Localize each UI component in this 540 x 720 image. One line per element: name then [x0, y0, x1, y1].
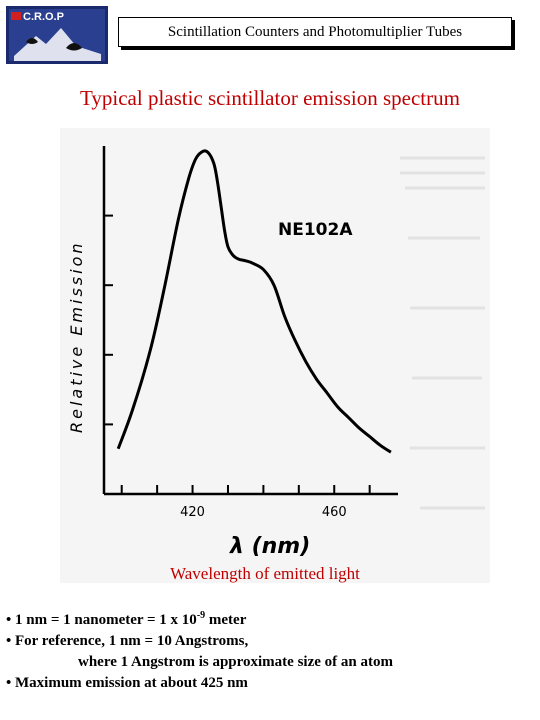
bullet-item-maximum: • Maximum emission at about 425 nm: [6, 675, 248, 691]
x-tick-label: 460: [322, 505, 347, 520]
emission-curve: [116, 149, 392, 454]
bullet-item-angstrom: • For reference, 1 nm = 10 Angstroms,: [6, 633, 249, 649]
bullet-1-exponent: -9: [196, 610, 206, 621]
bullet-1-suffix: meter: [205, 612, 247, 628]
slide-title: Typical plastic scintillator emission sp…: [80, 86, 460, 110]
logo-graphic: C.R.O.P: [6, 6, 108, 64]
chart-caption: Wavelength of emitted light: [170, 564, 360, 583]
logo-text: C.R.O.P: [23, 11, 64, 23]
ticks: 420 460: [104, 214, 371, 520]
axes: [102, 146, 398, 496]
emission-chart: 420 460 NE102A Relative Emission λ (nm): [60, 128, 490, 583]
header-banner: Scintillation Counters and Photomultipli…: [118, 17, 512, 47]
y-axis-label: Relative Emission: [67, 240, 86, 433]
background-noise: [400, 156, 485, 510]
x-axis-label: λ (nm): [229, 534, 310, 559]
bullet-item-nanometer: • 1 nm = 1 nanometer = 1 x 10-9 meter: [6, 610, 531, 631]
chart-title: NE102A: [278, 220, 353, 240]
bullet-list: • 1 nm = 1 nanometer = 1 x 10-9 meter • …: [6, 610, 531, 694]
bullet-item-angstrom-cont: where 1 Angstrom is approximate size of …: [78, 654, 393, 670]
x-tick-label: 420: [180, 505, 205, 520]
bullet-1-text: • 1 nm = 1 nanometer = 1 x 10: [6, 612, 197, 628]
header-title: Scintillation Counters and Photomultipli…: [167, 23, 463, 40]
chart-svg: 420 460 NE102A Relative Emission λ (nm): [67, 146, 485, 559]
crop-logo: C.R.O.P: [6, 6, 108, 64]
